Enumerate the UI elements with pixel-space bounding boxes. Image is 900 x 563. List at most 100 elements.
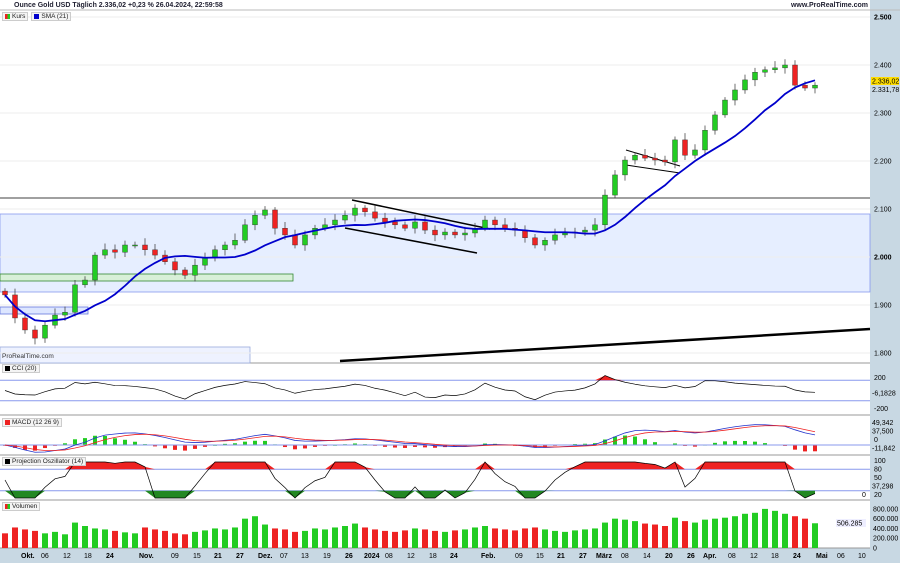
volume-bar xyxy=(272,528,278,548)
candle xyxy=(532,237,538,246)
volume-bar xyxy=(312,528,318,548)
projection-overbought-fill xyxy=(145,466,155,470)
macd-histogram-bar xyxy=(233,443,237,445)
last-sma-label: 2.331,78 xyxy=(872,87,899,94)
candle xyxy=(42,324,48,339)
candle xyxy=(582,229,588,233)
candle xyxy=(412,221,418,229)
x-tick-label: Dez. xyxy=(258,553,272,560)
macd-histogram-bar xyxy=(93,435,97,445)
projection-line xyxy=(4,461,816,499)
volume-bar xyxy=(82,526,88,548)
volume-tick: 800.000 xyxy=(873,506,898,513)
projection-overbought-fill xyxy=(765,462,775,470)
volume-bar xyxy=(382,530,388,548)
projection-overbought-fill xyxy=(345,462,355,470)
candle xyxy=(82,279,88,286)
candle xyxy=(232,239,238,246)
volume-tick: 600.000 xyxy=(873,516,898,523)
volume-bar xyxy=(302,530,308,548)
proj-value-b: 37,298 xyxy=(872,484,894,491)
x-tick-label: März xyxy=(596,553,612,560)
long-trend-line xyxy=(339,327,871,363)
time-axis-bg xyxy=(0,548,900,563)
candle xyxy=(32,329,38,339)
x-tick-label: 26 xyxy=(687,553,695,560)
macd-histogram-bar xyxy=(73,439,77,445)
projection-overbought-fill xyxy=(335,462,345,470)
volume-bar xyxy=(472,527,478,548)
x-tick-label: 08 xyxy=(621,553,629,560)
projection-oversold-fill xyxy=(515,490,525,498)
macd-histogram-bar xyxy=(403,445,407,448)
price-legend-row: Kurs SMA (21) xyxy=(2,12,72,21)
projection-oversold-fill xyxy=(165,490,175,498)
macd-histogram-bar xyxy=(693,445,697,447)
candle xyxy=(292,234,298,246)
x-tick-label: Okt. xyxy=(21,553,35,560)
macd-value-b: 37,500 xyxy=(872,429,894,436)
macd-histogram-bar xyxy=(223,443,227,445)
volume-bar xyxy=(612,518,618,548)
macd-histogram-bar xyxy=(83,438,87,445)
volume-bar xyxy=(422,529,428,548)
trend-line-upper xyxy=(351,199,491,230)
x-tick-label: 06 xyxy=(41,553,49,560)
volume-bar xyxy=(192,531,198,548)
volume-bar xyxy=(442,531,448,548)
candle xyxy=(62,312,68,316)
candle xyxy=(732,89,738,101)
candle xyxy=(262,209,268,216)
candle xyxy=(92,254,98,281)
volume-bar xyxy=(742,513,748,548)
volume-bar xyxy=(262,524,268,548)
sma-line xyxy=(4,79,816,323)
candle xyxy=(722,99,728,116)
candle xyxy=(152,249,158,256)
volume-bar xyxy=(682,521,688,548)
candle xyxy=(342,215,348,221)
legend-proj-label: Projection Oszillator (14) xyxy=(12,458,84,465)
candle xyxy=(612,174,618,196)
volume-bar xyxy=(782,513,788,548)
projection-overbought-fill xyxy=(575,462,585,470)
volume-bar xyxy=(412,528,418,548)
y-tick-label: 1.800 xyxy=(874,351,892,358)
projection-oversold-fill xyxy=(415,490,425,498)
x-tick-label: Nov. xyxy=(139,553,154,560)
cci-overbought-fill xyxy=(595,375,605,381)
projection-overbought-fill xyxy=(725,462,735,470)
volume-bar xyxy=(102,529,108,548)
volume-bar xyxy=(752,512,758,548)
projection-oversold-fill xyxy=(405,490,415,498)
legend-price: Kurs xyxy=(2,12,29,21)
candle xyxy=(242,224,248,241)
macd-histogram-bar xyxy=(133,441,137,445)
candle xyxy=(742,79,748,91)
lower-zone xyxy=(0,346,251,364)
volume-bar xyxy=(242,518,248,548)
candle xyxy=(602,194,608,226)
volume-bar xyxy=(252,516,258,548)
volume-bar xyxy=(622,519,628,548)
projection-oversold-fill xyxy=(375,490,385,492)
volume-bar xyxy=(42,533,48,548)
volume-bar xyxy=(492,528,498,548)
projection-overbought-fill xyxy=(635,462,645,470)
projection-oversold-fill xyxy=(155,490,165,498)
legend-price-label: Kurs xyxy=(12,13,26,20)
projection-oversold-fill xyxy=(35,490,45,498)
x-tick-label: 08 xyxy=(385,553,393,560)
volume-bar xyxy=(722,517,728,548)
macd-histogram-bar xyxy=(643,439,647,445)
volume-bar xyxy=(182,534,188,548)
candle xyxy=(542,239,548,246)
projection-overbought-fill xyxy=(485,462,495,470)
x-tick-label: 19 xyxy=(323,553,331,560)
volume-bar xyxy=(132,533,138,548)
projection-oversold-fill xyxy=(455,490,465,498)
macd-histogram-bar xyxy=(243,441,247,445)
volume-bar xyxy=(642,523,648,548)
volume-bar xyxy=(202,530,208,548)
